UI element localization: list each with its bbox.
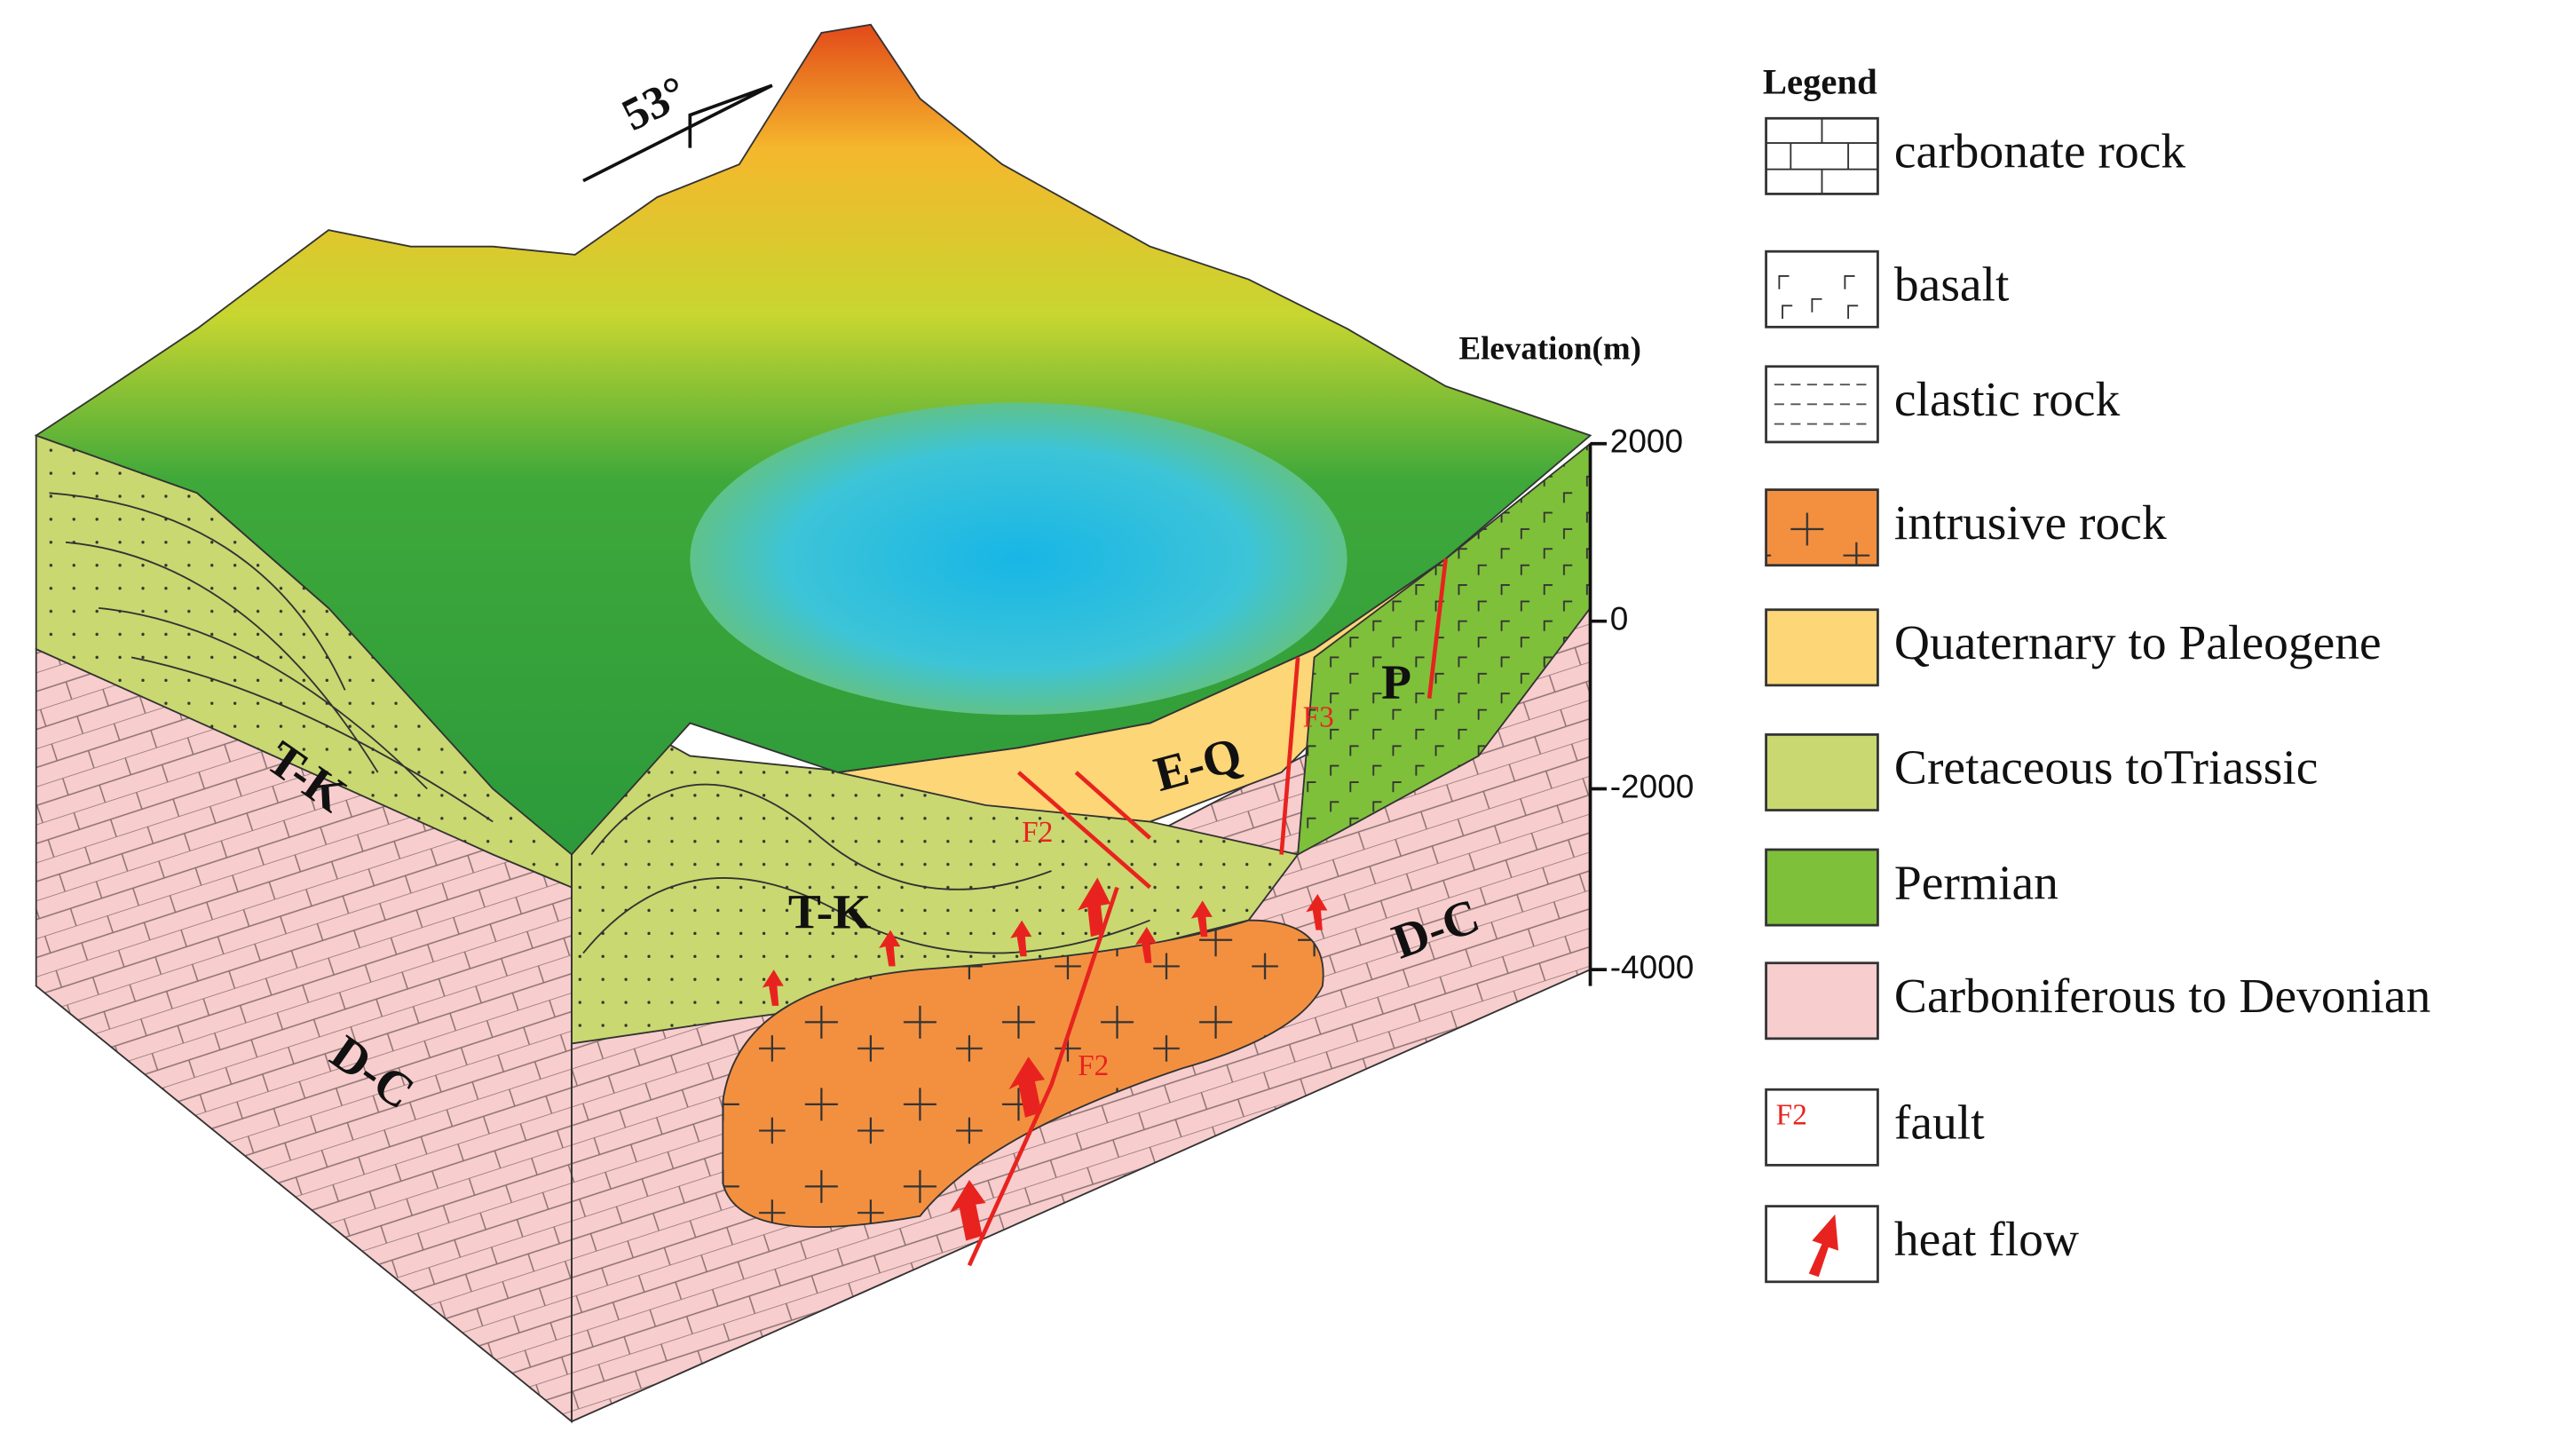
legend-swatch <box>1765 848 1879 927</box>
legend-swatch <box>1765 488 1879 567</box>
unit-label: P <box>1381 655 1411 709</box>
fold-lines <box>582 783 1150 954</box>
fault-label: F2 <box>1022 816 1053 849</box>
legend-swatch <box>1765 961 1879 1041</box>
basalt-symbol <box>1778 275 1859 320</box>
legend-label: fault <box>1894 1096 1985 1151</box>
axis-tick-label: 2000 <box>1610 423 1683 460</box>
legend-swatch <box>1765 249 1879 328</box>
axis-tick-label: -4000 <box>1610 948 1695 985</box>
axis-tick-label: 0 <box>1610 599 1629 637</box>
legend-label: Carboniferous to Devonian <box>1894 969 2430 1024</box>
elevation-label: Elevation(m) <box>1458 331 1641 368</box>
axis-tick-label: -2000 <box>1610 767 1695 804</box>
heat-flow-arrows <box>762 877 1328 1241</box>
lake <box>690 402 1347 716</box>
block-diagram: 53° T-K T-K D-C D-C E-Q P F2 F2 F3 <box>34 23 1592 1424</box>
legend: Legend carbonate rock basalt clastic rock i… <box>1763 62 2430 1284</box>
legend-swatch <box>1765 1205 1879 1284</box>
fault-label: F3 <box>1303 700 1334 733</box>
elevation-axis: Elevation(m) 2000 0 -2000 -4000 <box>1458 331 1694 986</box>
legend-swatch <box>1765 1088 1879 1167</box>
legend-symbol <box>1778 275 1859 320</box>
legend-swatch <box>1765 733 1879 811</box>
legend-swatch <box>1765 608 1879 687</box>
legend-label: Cretaceous toTriassic <box>1894 741 2318 795</box>
unit-label: T-K <box>788 886 872 940</box>
legend-label: Permian <box>1894 856 2058 910</box>
legend-symbol: F2 <box>1776 1098 1807 1131</box>
brick-symbol <box>1766 118 1878 194</box>
fault-symbol-label: F2 <box>1776 1098 1807 1131</box>
legend-title: Legend <box>1763 62 1877 102</box>
heat-flow-symbol <box>1808 1214 1839 1278</box>
legend-label: carbonate rock <box>1894 125 2185 179</box>
legend-label: Quaternary to Paleogene <box>1894 616 2382 670</box>
legend-symbol <box>1766 118 1878 194</box>
fault-label: F2 <box>1078 1049 1109 1082</box>
legend-label: heat flow <box>1894 1213 2079 1267</box>
orientation-symbol <box>582 83 773 183</box>
legend-symbol <box>1808 1214 1839 1278</box>
fold-lines <box>49 492 494 823</box>
fault-line <box>967 558 1448 1267</box>
legend-label: basalt <box>1894 258 2010 313</box>
legend-label: intrusive rock <box>1894 496 2167 550</box>
legend-label: clastic rock <box>1894 373 2121 427</box>
